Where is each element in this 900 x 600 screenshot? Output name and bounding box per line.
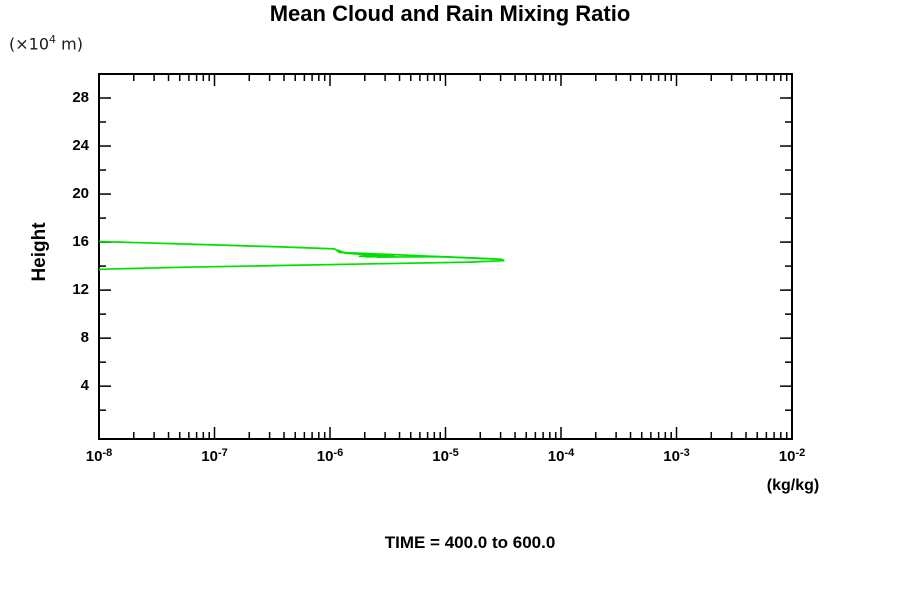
secondary-profile-overlap [336, 249, 490, 260]
time-annotation: TIME = 400.0 to 600.0 [384, 533, 556, 552]
y-tick-label: 28 [72, 89, 89, 106]
y-tick-label: 24 [72, 137, 89, 155]
y-tick-label: 4 [80, 377, 89, 395]
x-tick-label: 10-2 [778, 447, 806, 465]
y-unit-exponent: 4 [49, 33, 57, 46]
x-tick-label: 10-6 [316, 447, 344, 465]
chart-title: Mean Cloud and Rain Mixing Ratio [269, 1, 631, 26]
y-unit-suffix: m) [56, 34, 83, 54]
y-unit-prefix: (×10 [9, 34, 50, 54]
y-tick-label: 20 [72, 185, 89, 203]
y-tick-label: 16 [72, 233, 89, 251]
x-tick-label: 10-8 [85, 447, 113, 465]
x-tick-label: 10-3 [663, 447, 690, 465]
y-tick-label: 8 [80, 329, 89, 347]
y-axis-unit-label: (×104 m) [9, 33, 83, 53]
x-tick-label: 10-7 [201, 447, 228, 465]
x-tick-label: 10-4 [547, 447, 575, 465]
x-axis-unit-label: (kg/kg) [766, 477, 820, 494]
y-tick-label: 12 [72, 281, 89, 299]
cloud-rain-mean-profile [98, 240, 505, 271]
x-tick-label: 10-5 [432, 447, 459, 465]
